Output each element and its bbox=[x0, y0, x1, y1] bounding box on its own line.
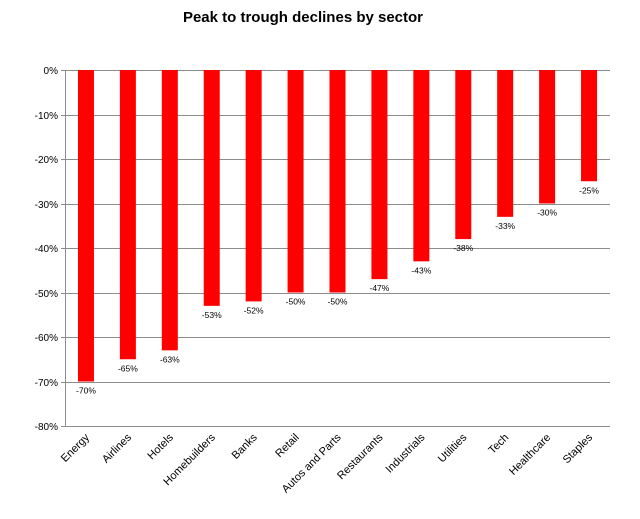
x-tick-label: Banks bbox=[230, 431, 260, 461]
data-label: -38% bbox=[453, 243, 473, 253]
data-label: -50% bbox=[328, 297, 348, 307]
x-tick-label: Energy bbox=[59, 431, 92, 464]
x-tick-label: Airlines bbox=[100, 431, 134, 465]
data-labels: -70% -65% -63% -53% -52% -50% -50% -47% -43% -38%… bbox=[76, 185, 599, 395]
bar-homebuilders bbox=[203, 70, 220, 306]
bars bbox=[77, 70, 598, 382]
bar-staples bbox=[581, 70, 598, 182]
data-label: -43% bbox=[411, 265, 431, 275]
bar-energy bbox=[77, 70, 94, 382]
bar-utilities bbox=[455, 70, 472, 240]
data-label: -50% bbox=[286, 297, 306, 307]
bar-autos-and-parts bbox=[329, 70, 346, 293]
x-tick-label: Industrials bbox=[384, 431, 428, 475]
y-tick-label: -30% bbox=[35, 200, 58, 211]
bar-healthcare bbox=[539, 70, 556, 204]
x-tick-label: Hotels bbox=[145, 431, 176, 462]
chart-title: Peak to trough declines by sector bbox=[183, 9, 423, 26]
y-tick-label: -40% bbox=[35, 244, 58, 255]
x-tick-label: Retail bbox=[273, 432, 301, 460]
data-label: -53% bbox=[202, 310, 222, 320]
x-tick-label: Healthcare bbox=[507, 432, 553, 478]
y-tick-label: -80% bbox=[35, 422, 58, 433]
data-label: -52% bbox=[244, 305, 264, 315]
bar-banks bbox=[245, 70, 262, 302]
data-label: -70% bbox=[76, 386, 96, 396]
y-tick-label: -50% bbox=[35, 289, 58, 300]
y-tick-label: -10% bbox=[35, 111, 58, 122]
data-label: -33% bbox=[495, 221, 515, 231]
data-label: -63% bbox=[160, 354, 180, 364]
bar-industrials bbox=[413, 70, 430, 262]
x-tick-label: Restaurants bbox=[335, 431, 386, 482]
y-tick-label: -20% bbox=[35, 155, 58, 166]
y-tick-label: -70% bbox=[35, 378, 58, 389]
x-tick-label: Utilities bbox=[436, 431, 470, 465]
data-label: -30% bbox=[537, 208, 557, 218]
x-tick-label: Tech bbox=[486, 432, 511, 457]
data-label: -47% bbox=[370, 283, 390, 293]
x-tick-label: Staples bbox=[561, 431, 596, 466]
y-tick-label: -60% bbox=[35, 333, 58, 344]
bar-tech bbox=[497, 70, 514, 217]
bar-retail bbox=[287, 70, 304, 293]
data-label: -65% bbox=[118, 363, 138, 373]
bar-restaurants bbox=[371, 70, 388, 280]
bar-airlines bbox=[119, 70, 136, 360]
y-axis-ticks: 0% -10% -20% -30% -40% -50% -60% -70% -80% bbox=[35, 66, 58, 433]
data-label: -25% bbox=[579, 185, 599, 195]
y-tick-label: 0% bbox=[44, 66, 59, 77]
bar-hotels bbox=[161, 70, 178, 351]
